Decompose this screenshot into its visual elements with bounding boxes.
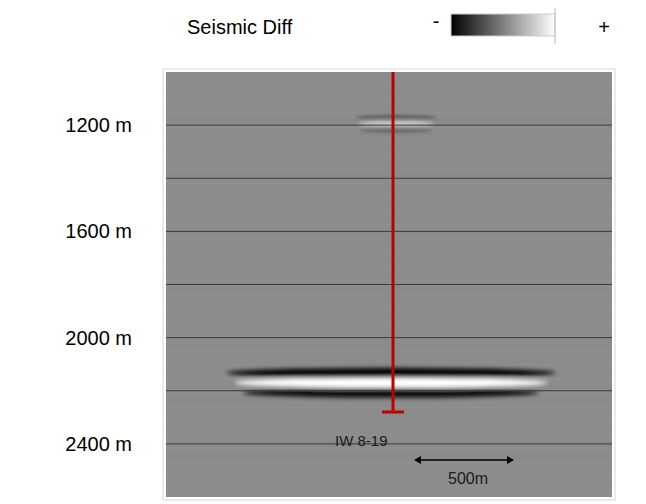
texture [166,280,612,281]
grid-line [166,337,612,338]
texture [166,105,612,106]
texture [166,399,612,400]
texture [166,301,612,302]
texture [166,434,612,435]
scale-bar [420,459,508,461]
texture [166,168,612,169]
well-label: IW 8-19 [335,432,388,449]
colorbar-min: - [433,10,440,32]
texture [166,175,612,176]
texture [166,161,612,162]
plot-area [166,72,612,497]
texture [166,245,612,246]
event-lobe [356,116,436,121]
texture [166,77,612,78]
texture [166,413,612,414]
event [226,368,556,398]
event-lobe [243,388,540,398]
texture [166,273,612,274]
texture [166,483,612,484]
grid-line [166,178,612,179]
texture [166,210,612,211]
texture [166,406,612,407]
texture [166,441,612,442]
texture [166,84,612,85]
texture [166,140,612,141]
texture [166,350,612,351]
texture [166,427,612,428]
texture [166,322,612,323]
texture [166,343,612,344]
texture [166,287,612,288]
event-lobe [226,368,556,378]
grid-line [166,390,612,391]
texture [166,189,612,190]
texture [166,224,612,225]
texture [166,448,612,449]
texture [166,203,612,204]
grid-line [166,125,612,126]
texture [166,259,612,260]
event [356,116,436,131]
texture [166,98,612,99]
colorbar-edge [555,8,556,44]
scale-arrow [414,456,421,464]
event-lobe [360,126,432,131]
well-track [392,72,395,412]
texture [166,266,612,267]
frame [163,69,615,500]
colorbar [451,14,555,36]
texture [166,455,612,456]
texture [166,217,612,218]
texture [166,133,612,134]
texture [166,252,612,253]
texture [166,154,612,155]
grid-line [166,231,612,232]
colorbar-title: Seismic Diff [187,16,293,38]
texture [166,196,612,197]
texture [166,357,612,358]
texture [166,462,612,463]
texture [166,231,612,232]
colorbar-max: + [598,16,610,38]
texture [166,315,612,316]
grid-line [166,284,612,285]
y-tick-label: 1600 m [65,220,132,242]
texture [166,490,612,491]
texture [166,420,612,421]
event-lobe [234,378,548,388]
scale-arrow [507,456,514,464]
texture [166,364,612,365]
texture [166,294,612,295]
texture [166,336,612,337]
texture [166,308,612,309]
texture [166,147,612,148]
well-cap [382,411,404,414]
texture [166,329,612,330]
y-tick-label: 1200 m [65,114,132,136]
grid-line [166,443,612,444]
texture [166,476,612,477]
texture [166,238,612,239]
y-tick-label: 2400 m [65,433,132,455]
plot-content [166,72,612,491]
texture [166,182,612,183]
texture [166,112,612,113]
y-tick-label: 2000 m [65,327,132,349]
texture [166,469,612,470]
scale-label: 500m [448,470,488,487]
texture [166,91,612,92]
